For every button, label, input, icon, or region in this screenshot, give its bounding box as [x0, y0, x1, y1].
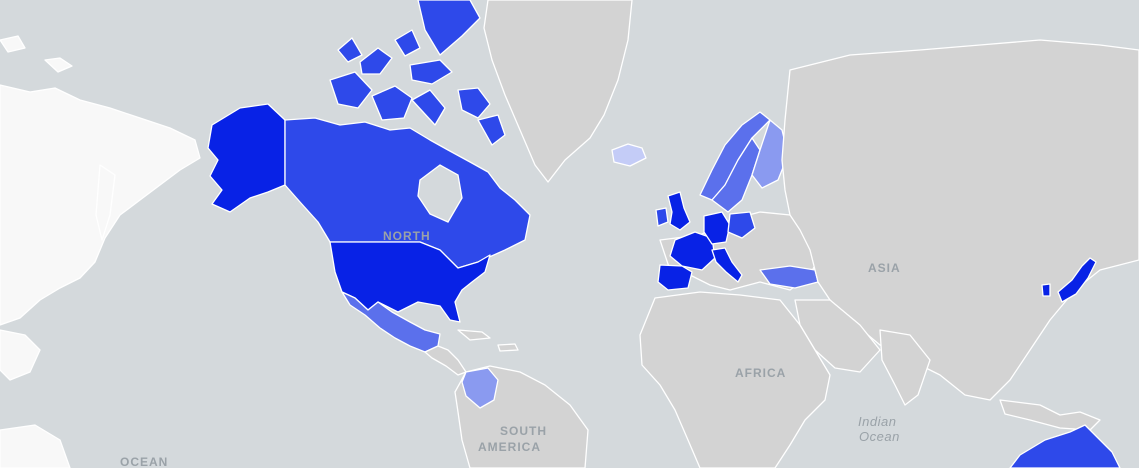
region-greenland: [483, 0, 633, 183]
hudson-bay: [417, 164, 463, 223]
region-japan: [1041, 257, 1097, 303]
land-india: [879, 329, 931, 406]
region-canada-arctic-islands: [329, 0, 506, 146]
region-australia: [1009, 424, 1121, 468]
region-france: [669, 231, 716, 271]
land-caribbean: [457, 329, 519, 352]
region-canada: [284, 117, 531, 269]
label-south-america-line2: AMERICA: [478, 440, 541, 454]
region-germany: [703, 211, 731, 245]
region-iceland: [611, 143, 647, 167]
label-north-america: NORTH: [383, 229, 431, 243]
land-islands-north: [0, 35, 73, 73]
land-africa: [639, 291, 831, 468]
region-colombia: [461, 367, 499, 409]
label-pacific-ocean: OCEAN: [120, 455, 169, 468]
label-africa: AFRICA: [735, 366, 787, 380]
land-asia: [781, 39, 1139, 401]
region-mexico: [341, 291, 441, 353]
label-indian-ocean-line1: Indian: [858, 414, 897, 429]
region-spain: [657, 264, 693, 291]
region-poland: [727, 211, 756, 239]
region-alaska: [207, 103, 286, 213]
region-ireland: [655, 207, 669, 227]
label-asia: ASIA: [868, 261, 901, 275]
region-italy: [711, 247, 743, 283]
land-korea-japan-left: [0, 329, 41, 381]
region-united-kingdom: [667, 191, 691, 231]
label-indian-ocean-line2: Ocean: [859, 429, 900, 444]
label-south-america-line1: SOUTH: [500, 424, 547, 438]
land-new-zealand-left: [0, 424, 71, 468]
land-sakhalin-kamchatka: [95, 164, 116, 241]
land-southeast-asia-islands: [999, 399, 1101, 431]
